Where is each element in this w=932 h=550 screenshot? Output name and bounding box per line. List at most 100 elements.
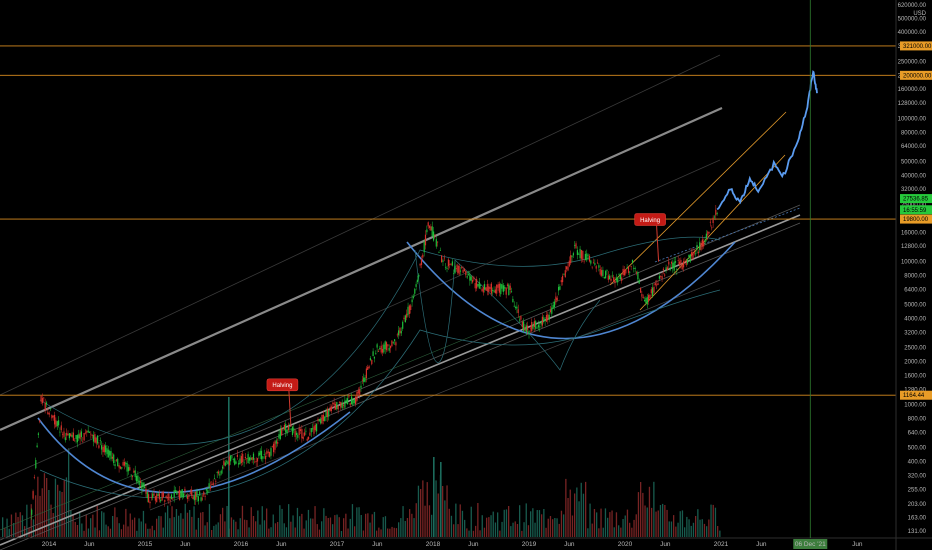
candle-body bbox=[572, 253, 574, 256]
volume-bar bbox=[470, 506, 472, 537]
candle-body bbox=[285, 423, 287, 433]
candle-body bbox=[582, 250, 584, 260]
candle-body bbox=[481, 289, 483, 291]
time-axis[interactable]: 2014 Jun 2015 Jun 2016 Jun 2017 Jun 2018 Jun 2019 J… bbox=[42, 0, 863, 549]
candle-body bbox=[90, 433, 92, 435]
candle-body bbox=[367, 367, 369, 370]
volume-bar bbox=[48, 490, 50, 537]
volume-bar bbox=[173, 517, 175, 537]
volume-bar bbox=[107, 526, 109, 537]
candle-body bbox=[625, 269, 627, 274]
volume-bar bbox=[422, 480, 424, 537]
price-tick-label: 80000.00 bbox=[901, 130, 927, 136]
volume-bar bbox=[640, 482, 642, 537]
candle-body bbox=[161, 492, 163, 501]
candle-body bbox=[150, 496, 152, 498]
volume-bar bbox=[556, 518, 558, 537]
volume-bar bbox=[208, 504, 211, 537]
candle-body bbox=[462, 269, 464, 273]
candle-body bbox=[411, 299, 413, 303]
candle-body bbox=[559, 286, 561, 290]
volume-bar bbox=[120, 529, 123, 537]
volume-bar bbox=[699, 519, 701, 537]
volume-bar bbox=[57, 484, 59, 537]
volume-bar bbox=[404, 521, 406, 537]
candle-body bbox=[552, 304, 554, 309]
candle-body bbox=[242, 453, 244, 463]
candle-body bbox=[291, 426, 294, 435]
candle-body bbox=[406, 313, 408, 318]
candle-body bbox=[601, 270, 603, 276]
candle-body bbox=[510, 291, 513, 293]
candle-body bbox=[333, 402, 335, 406]
candle-body bbox=[527, 325, 529, 331]
candle-body bbox=[431, 226, 433, 237]
volume-bar bbox=[134, 517, 136, 537]
volume-bar bbox=[10, 514, 13, 537]
candle-body bbox=[205, 489, 207, 491]
candle-body bbox=[618, 274, 620, 276]
time-tick-label: 2021 bbox=[714, 541, 729, 548]
candle-body bbox=[467, 274, 470, 275]
time-tick-label: Jun bbox=[756, 541, 767, 548]
volume-bar bbox=[398, 522, 400, 537]
candle-body bbox=[489, 287, 491, 289]
candle-body bbox=[496, 284, 498, 294]
candle-body bbox=[344, 400, 346, 408]
volume-bar bbox=[206, 522, 208, 537]
candle-body bbox=[485, 287, 487, 291]
volume-bar bbox=[431, 514, 433, 537]
candle-body bbox=[564, 270, 566, 278]
candle-body bbox=[626, 267, 628, 269]
candle-body bbox=[355, 396, 357, 404]
candle-body bbox=[497, 284, 499, 288]
price-tick-label: 255.00 bbox=[908, 488, 927, 494]
volume-bar bbox=[323, 508, 325, 537]
candle-body bbox=[535, 321, 537, 329]
cursor-date-label: 06 Dec '21 bbox=[795, 541, 826, 548]
candle-body bbox=[375, 353, 377, 355]
candle-body bbox=[424, 234, 427, 246]
horizontal-levels[interactable] bbox=[0, 45, 896, 396]
candle-body bbox=[49, 408, 52, 410]
volume-bar bbox=[376, 530, 378, 537]
candle-body bbox=[97, 435, 99, 444]
volume-bar bbox=[367, 513, 369, 537]
candle-body bbox=[407, 306, 409, 316]
candle-body bbox=[146, 492, 148, 499]
candle-body bbox=[461, 266, 463, 269]
volume-bar bbox=[2, 517, 4, 537]
candle-body bbox=[379, 348, 381, 350]
candle-body bbox=[473, 277, 475, 280]
candle-body bbox=[144, 486, 146, 489]
candle-body bbox=[470, 276, 472, 281]
candle-body bbox=[363, 377, 365, 382]
volume-bar bbox=[571, 515, 574, 537]
candle-body bbox=[262, 456, 264, 459]
volume-bar bbox=[307, 509, 310, 537]
candle-body bbox=[340, 401, 342, 408]
volume-bar bbox=[261, 506, 263, 537]
level-price-tag bbox=[900, 214, 932, 224]
candle-body bbox=[180, 490, 182, 498]
volume-bar bbox=[50, 504, 52, 537]
candle-body bbox=[399, 327, 401, 334]
candle-body bbox=[224, 462, 226, 466]
candle-body bbox=[414, 289, 416, 294]
volume-bar bbox=[428, 505, 431, 537]
volume-bar bbox=[514, 521, 516, 537]
volume-bars bbox=[2, 397, 721, 537]
candle-body bbox=[469, 274, 471, 281]
price-tick-label: 5000.00 bbox=[904, 303, 926, 309]
candle-body bbox=[232, 459, 234, 460]
volume-bar bbox=[94, 527, 96, 537]
candle-body bbox=[599, 268, 601, 275]
candle-body bbox=[372, 351, 374, 357]
volume-bar bbox=[697, 509, 699, 537]
volume-bar bbox=[558, 523, 560, 537]
candle-body bbox=[79, 432, 81, 440]
volume-bar bbox=[651, 507, 653, 537]
volume-bar bbox=[129, 513, 131, 537]
candle-body bbox=[498, 283, 500, 293]
